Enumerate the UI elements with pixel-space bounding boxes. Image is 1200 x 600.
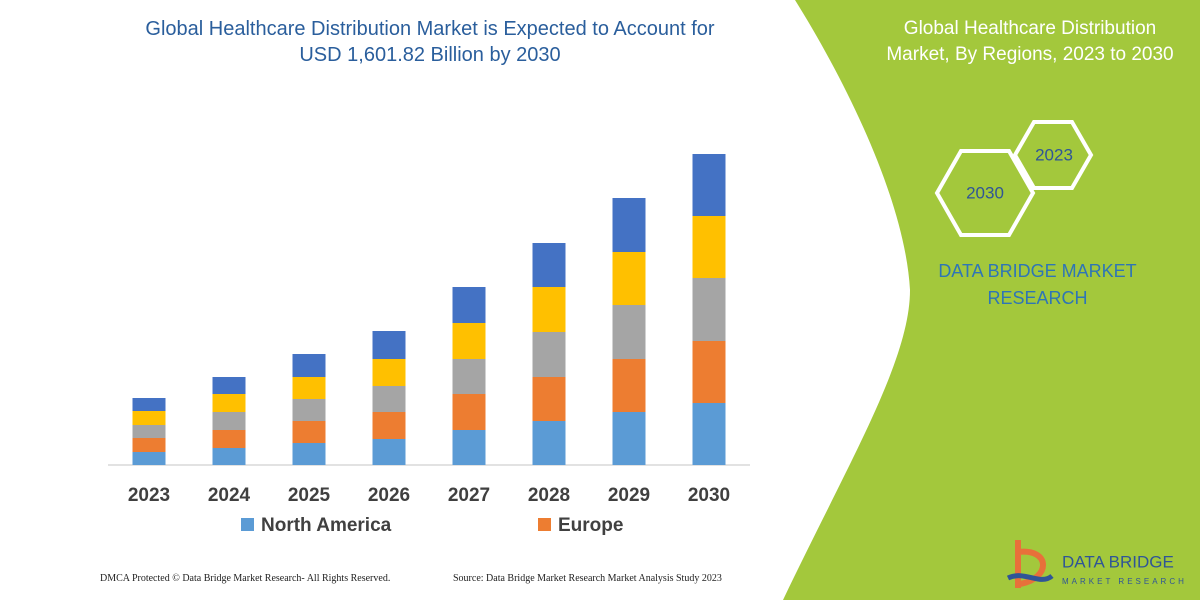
logo-mark — [1006, 573, 1054, 582]
bar-segment — [692, 278, 726, 341]
chart-title: Global Healthcare Distribution Market is… — [145, 18, 715, 66]
bar-segment — [212, 394, 246, 412]
bar-segment — [372, 386, 406, 412]
badge: 2023 — [1035, 145, 1073, 164]
hexagon — [1012, 120, 1094, 190]
bar-segment — [212, 430, 246, 448]
bar-segment — [292, 354, 326, 377]
x-tick-label: 2027 — [448, 485, 490, 506]
bar-segment — [372, 412, 406, 439]
bar-segment — [372, 359, 406, 386]
side-panel-bg — [783, 0, 1200, 600]
bar-segment — [212, 412, 246, 430]
bar-segment — [612, 412, 646, 465]
legend-swatch — [538, 518, 551, 531]
bar-segment — [452, 287, 486, 323]
bar-segment — [212, 448, 246, 465]
bar-segment — [292, 443, 326, 465]
x-tick-label: 2028 — [528, 485, 570, 506]
source: Source: Data Bridge Market Research Mark… — [453, 573, 722, 584]
x-tick-label: 2026 — [368, 485, 410, 506]
logo-mark — [1015, 540, 1046, 588]
side-title: Global Healthcare Distribution Market, B… — [886, 18, 1174, 65]
legend-swatch — [241, 518, 254, 531]
bar-segment — [452, 394, 486, 430]
bar-segment — [292, 399, 326, 421]
bar-segment — [452, 359, 486, 394]
badge: 2030 — [966, 183, 1004, 202]
bar-segment — [612, 359, 646, 412]
bar-segment — [532, 332, 566, 377]
logo-tagline: MARKET RESEARCH — [1062, 577, 1187, 586]
x-tick-label: 2025 — [288, 485, 331, 506]
bar-segment — [612, 252, 646, 305]
legend-label: Europe — [558, 515, 623, 536]
bar-segment — [372, 439, 406, 465]
bar-segment — [132, 398, 166, 411]
bar-segment — [532, 377, 566, 421]
bar-segment — [532, 243, 566, 287]
bar-segment — [132, 425, 166, 438]
bar-segment — [292, 377, 326, 399]
copyright: DMCA Protected © Data Bridge Market Rese… — [100, 573, 391, 584]
bar-segment — [132, 438, 166, 452]
bar-segment — [692, 403, 726, 465]
bar-segment — [292, 421, 326, 443]
x-tick-label: 2024 — [208, 485, 251, 506]
x-tick-label: 2023 — [128, 485, 170, 506]
bar-segment — [532, 421, 566, 465]
x-tick-label: 2030 — [688, 485, 730, 506]
bar-segment — [612, 198, 646, 252]
bar-segment — [692, 216, 726, 278]
bar-segment — [452, 323, 486, 359]
bar-segment — [692, 154, 726, 216]
bar-segment — [132, 411, 166, 425]
brand: DATA BRIDGE MARKET RESEARCH — [938, 261, 1137, 308]
hexagon — [934, 149, 1036, 237]
bar-segment — [612, 305, 646, 359]
bar-segment — [532, 287, 566, 332]
logo-name: DATA BRIDGE — [1062, 552, 1174, 571]
bar-segment — [212, 377, 246, 394]
x-tick-label: 2029 — [608, 485, 650, 506]
bar-segment — [372, 331, 406, 359]
bar-segment — [452, 430, 486, 465]
bar-segment — [132, 452, 166, 465]
bar-segment — [692, 341, 726, 403]
legend-label: North America — [261, 515, 392, 536]
